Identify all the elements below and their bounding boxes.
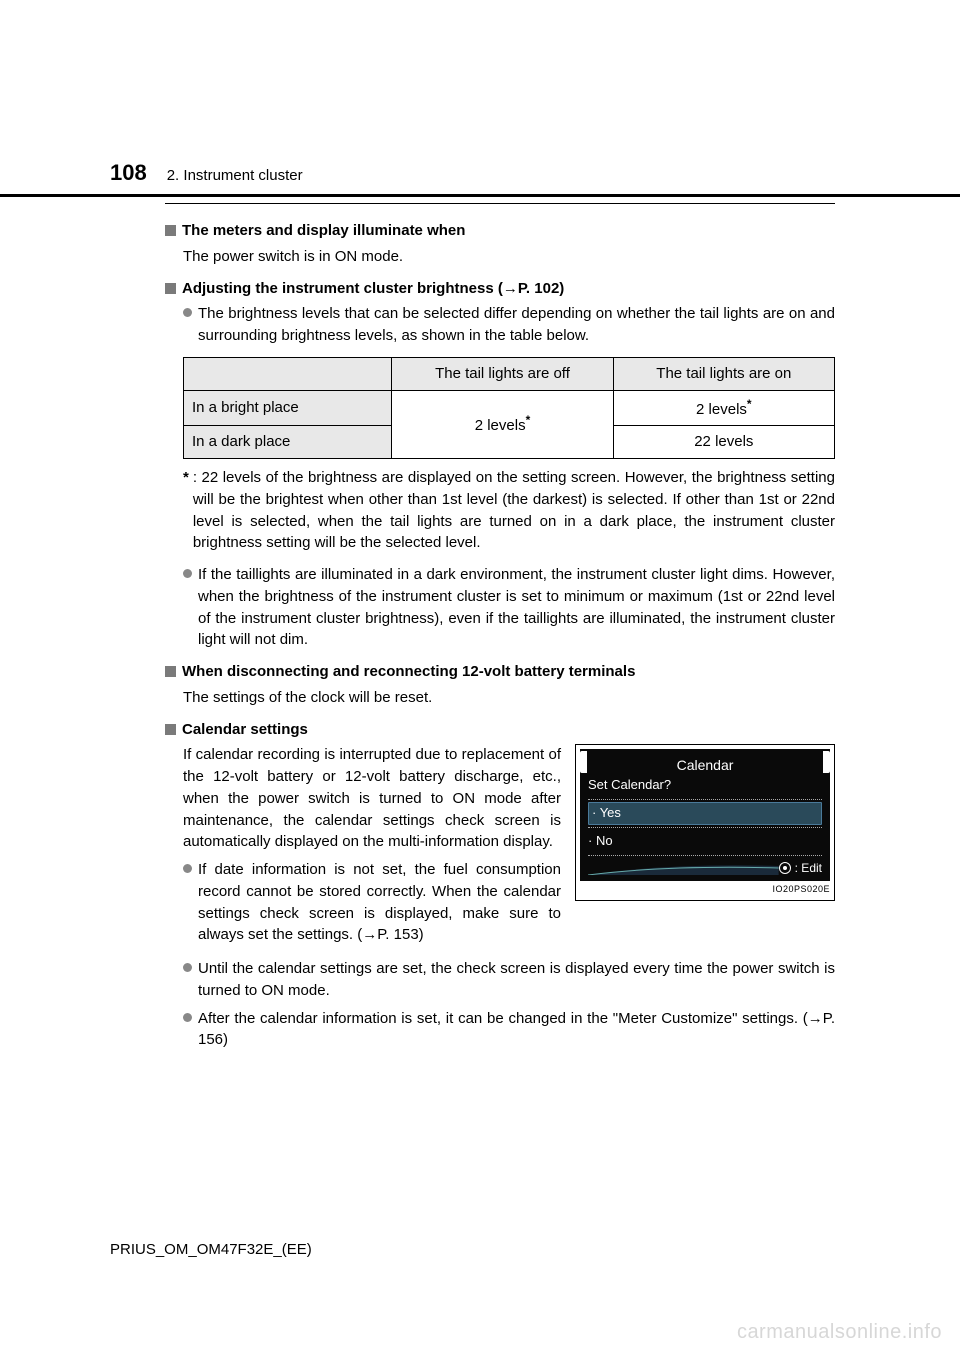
square-bullet-icon xyxy=(165,225,176,236)
image-code: IO20PS020E xyxy=(580,883,830,896)
calendar-option-no: · No xyxy=(588,830,822,853)
bullet-dot-icon xyxy=(183,569,192,578)
calendar-option-yes: · Yes xyxy=(588,802,822,825)
bullet-dot-icon xyxy=(183,1013,192,1022)
section-head: When disconnecting and reconnecting 12-v… xyxy=(165,661,835,683)
calendar-screen: Calendar Set Calendar? · Yes · No xyxy=(580,749,830,881)
section-head: The meters and display illuminate when xyxy=(165,220,835,242)
bullet-text: Until the calendar settings are set, the… xyxy=(198,958,835,1002)
bullet-item: If the taillights are illuminated in a d… xyxy=(183,564,835,651)
square-bullet-icon xyxy=(165,283,176,294)
header-rule-thin xyxy=(165,203,835,204)
footnote-text: : 22 levels of the brightness are displa… xyxy=(193,467,835,554)
paragraph: If calendar recording is interrupted due… xyxy=(183,744,561,853)
bullet-text: If date information is not set, the fuel… xyxy=(198,859,561,946)
bullet-item: The brightness levels that can be select… xyxy=(183,303,835,347)
square-bullet-icon xyxy=(165,666,176,677)
section-head: Calendar settings xyxy=(165,719,835,741)
table-header-blank xyxy=(184,357,392,390)
calendar-tab-icon: Calendar xyxy=(588,755,822,771)
cell-value: 2 levels xyxy=(696,401,747,418)
table-row-label: In a dark place xyxy=(184,426,392,459)
calendar-footer: : Edit xyxy=(779,860,822,877)
two-column-layout: If calendar recording is interrupted due… xyxy=(183,744,835,952)
bullet-item: Until the calendar settings are set, the… xyxy=(183,958,835,1002)
section-title: Calendar settings xyxy=(182,719,308,741)
brightness-table: The tail lights are off The tail lights … xyxy=(183,357,835,459)
watermark: carmanualsonline.info xyxy=(737,1321,942,1344)
star-icon: * xyxy=(526,413,531,427)
table-cell: 2 levels* xyxy=(392,390,613,459)
section-meters-illuminate: The meters and display illuminate when T… xyxy=(165,220,835,268)
section-body: The settings of the clock will be reset. xyxy=(183,687,835,709)
section-title: The meters and display illuminate when xyxy=(182,220,465,242)
calendar-prompt: Set Calendar? xyxy=(588,774,822,797)
table-cell: 22 levels xyxy=(613,426,834,459)
section-head: Adjusting the instrument cluster brightn… xyxy=(165,278,835,300)
calendar-title: Calendar xyxy=(588,755,822,775)
bullet-item: After the calendar information is set, i… xyxy=(183,1008,835,1052)
table-header-off: The tail lights are off xyxy=(392,357,613,390)
calendar-screenshot: Calendar Set Calendar? · Yes · No xyxy=(575,744,835,901)
bullet-dot-icon xyxy=(183,308,192,317)
star-icon: * xyxy=(747,397,752,411)
chapter-title: 2. Instrument cluster xyxy=(167,167,303,184)
section-title: When disconnecting and reconnecting 12-v… xyxy=(182,661,635,683)
bullet-text: After the calendar information is set, i… xyxy=(198,1008,835,1052)
dotted-divider xyxy=(588,855,822,856)
section-body: The power switch is in ON mode. xyxy=(183,246,835,268)
page-container: 108 2. Instrument cluster The meters and… xyxy=(0,0,960,1051)
bullet-item: If date information is not set, the fuel… xyxy=(183,859,561,946)
header-rule-thick xyxy=(0,194,960,197)
square-bullet-icon xyxy=(165,724,176,735)
cell-value: 2 levels xyxy=(475,417,526,434)
section-adjusting-brightness: Adjusting the instrument cluster brightn… xyxy=(165,278,835,652)
page-header: 108 2. Instrument cluster xyxy=(110,160,850,186)
bullet-dot-icon xyxy=(183,963,192,972)
page-number: 108 xyxy=(110,160,147,186)
dotted-divider xyxy=(588,827,822,828)
bullet-text: The brightness levels that can be select… xyxy=(198,303,835,347)
bullet-dot-icon xyxy=(183,864,192,873)
content-body: The meters and display illuminate when T… xyxy=(165,220,835,1051)
table-cell: 2 levels* xyxy=(613,390,834,426)
swoosh-icon xyxy=(588,862,779,874)
table-header-on: The tail lights are on xyxy=(613,357,834,390)
footnote: * : 22 levels of the brightness are disp… xyxy=(183,467,835,554)
section-title: Adjusting the instrument cluster brightn… xyxy=(182,278,564,300)
edit-label: : Edit xyxy=(795,860,822,877)
document-footer: PRIUS_OM_OM47F32E_(EE) xyxy=(110,1241,312,1258)
footnote-star: * xyxy=(183,467,189,554)
table-row-label: In a bright place xyxy=(184,390,392,426)
dotted-divider xyxy=(588,799,822,800)
section-disconnecting-battery: When disconnecting and reconnecting 12-v… xyxy=(165,661,835,709)
edit-dial-icon xyxy=(779,862,791,874)
bullet-text: If the taillights are illuminated in a d… xyxy=(198,564,835,651)
section-calendar-settings: Calendar settings If calendar recording … xyxy=(165,719,835,1052)
